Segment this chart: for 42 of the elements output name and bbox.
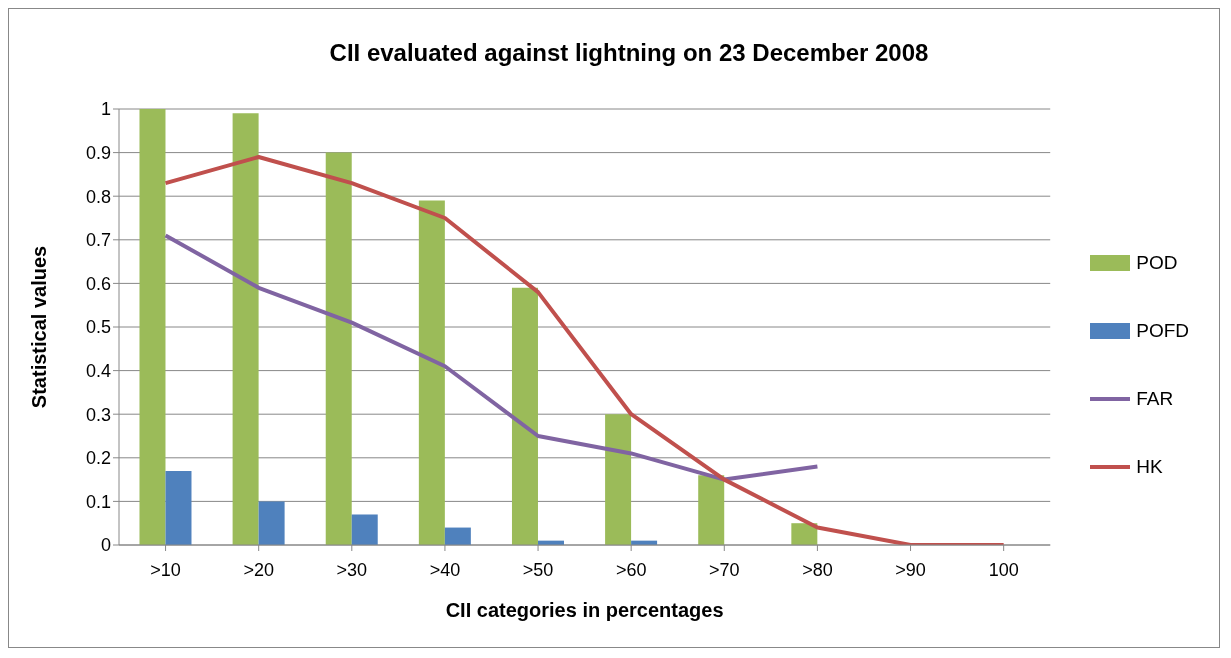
legend-label: FAR: [1136, 387, 1174, 411]
x-tick-label: >10: [150, 559, 181, 580]
y-tick-label: 0.7: [85, 230, 111, 251]
bar: [511, 287, 538, 545]
x-tick-label: >80: [802, 559, 833, 580]
x-tick-label: 100: [988, 559, 1019, 580]
bar: [791, 523, 818, 545]
bar: [605, 414, 632, 545]
bar: [165, 470, 192, 545]
y-tick-label: 0.2: [85, 448, 111, 469]
legend-label: POFD: [1136, 319, 1189, 343]
bar: [698, 475, 725, 545]
y-tick-label: 0.5: [85, 317, 111, 338]
bar: [444, 527, 471, 545]
bar: [139, 109, 166, 545]
x-tick-label: >60: [615, 559, 647, 580]
bar: [351, 514, 378, 545]
line-series: [163, 154, 1006, 545]
line-series: [163, 233, 820, 482]
y-tick-label: 0.4: [85, 360, 111, 381]
x-tick-label: >90: [895, 559, 926, 580]
bar: [325, 152, 352, 545]
y-tick-label: 0.8: [85, 186, 111, 207]
x-tick-label: >40: [429, 559, 461, 580]
bar: [418, 200, 445, 545]
y-axis-title: Statistical values: [28, 245, 51, 409]
y-tick-label: 0.9: [85, 142, 111, 163]
x-tick-label: >30: [336, 559, 368, 580]
chart-title: CII evaluated against lightning on 23 December 2008: [328, 39, 930, 67]
x-axis-title: CII categories in percentages: [445, 599, 724, 621]
y-tick-label: 1: [100, 99, 111, 120]
y-tick-label: 0.3: [85, 404, 111, 425]
x-tick-label: >50: [522, 559, 554, 580]
bar: [232, 113, 259, 545]
legend-label: POD: [1136, 251, 1178, 275]
y-tick-label: 0: [100, 535, 111, 556]
y-tick-label: 0.1: [85, 491, 111, 512]
x-tick-label: >20: [243, 559, 274, 580]
bar: [258, 501, 285, 545]
y-tick-label: 0.6: [85, 273, 111, 294]
legend-label: HK: [1136, 455, 1163, 479]
x-tick-label: >70: [709, 559, 740, 580]
